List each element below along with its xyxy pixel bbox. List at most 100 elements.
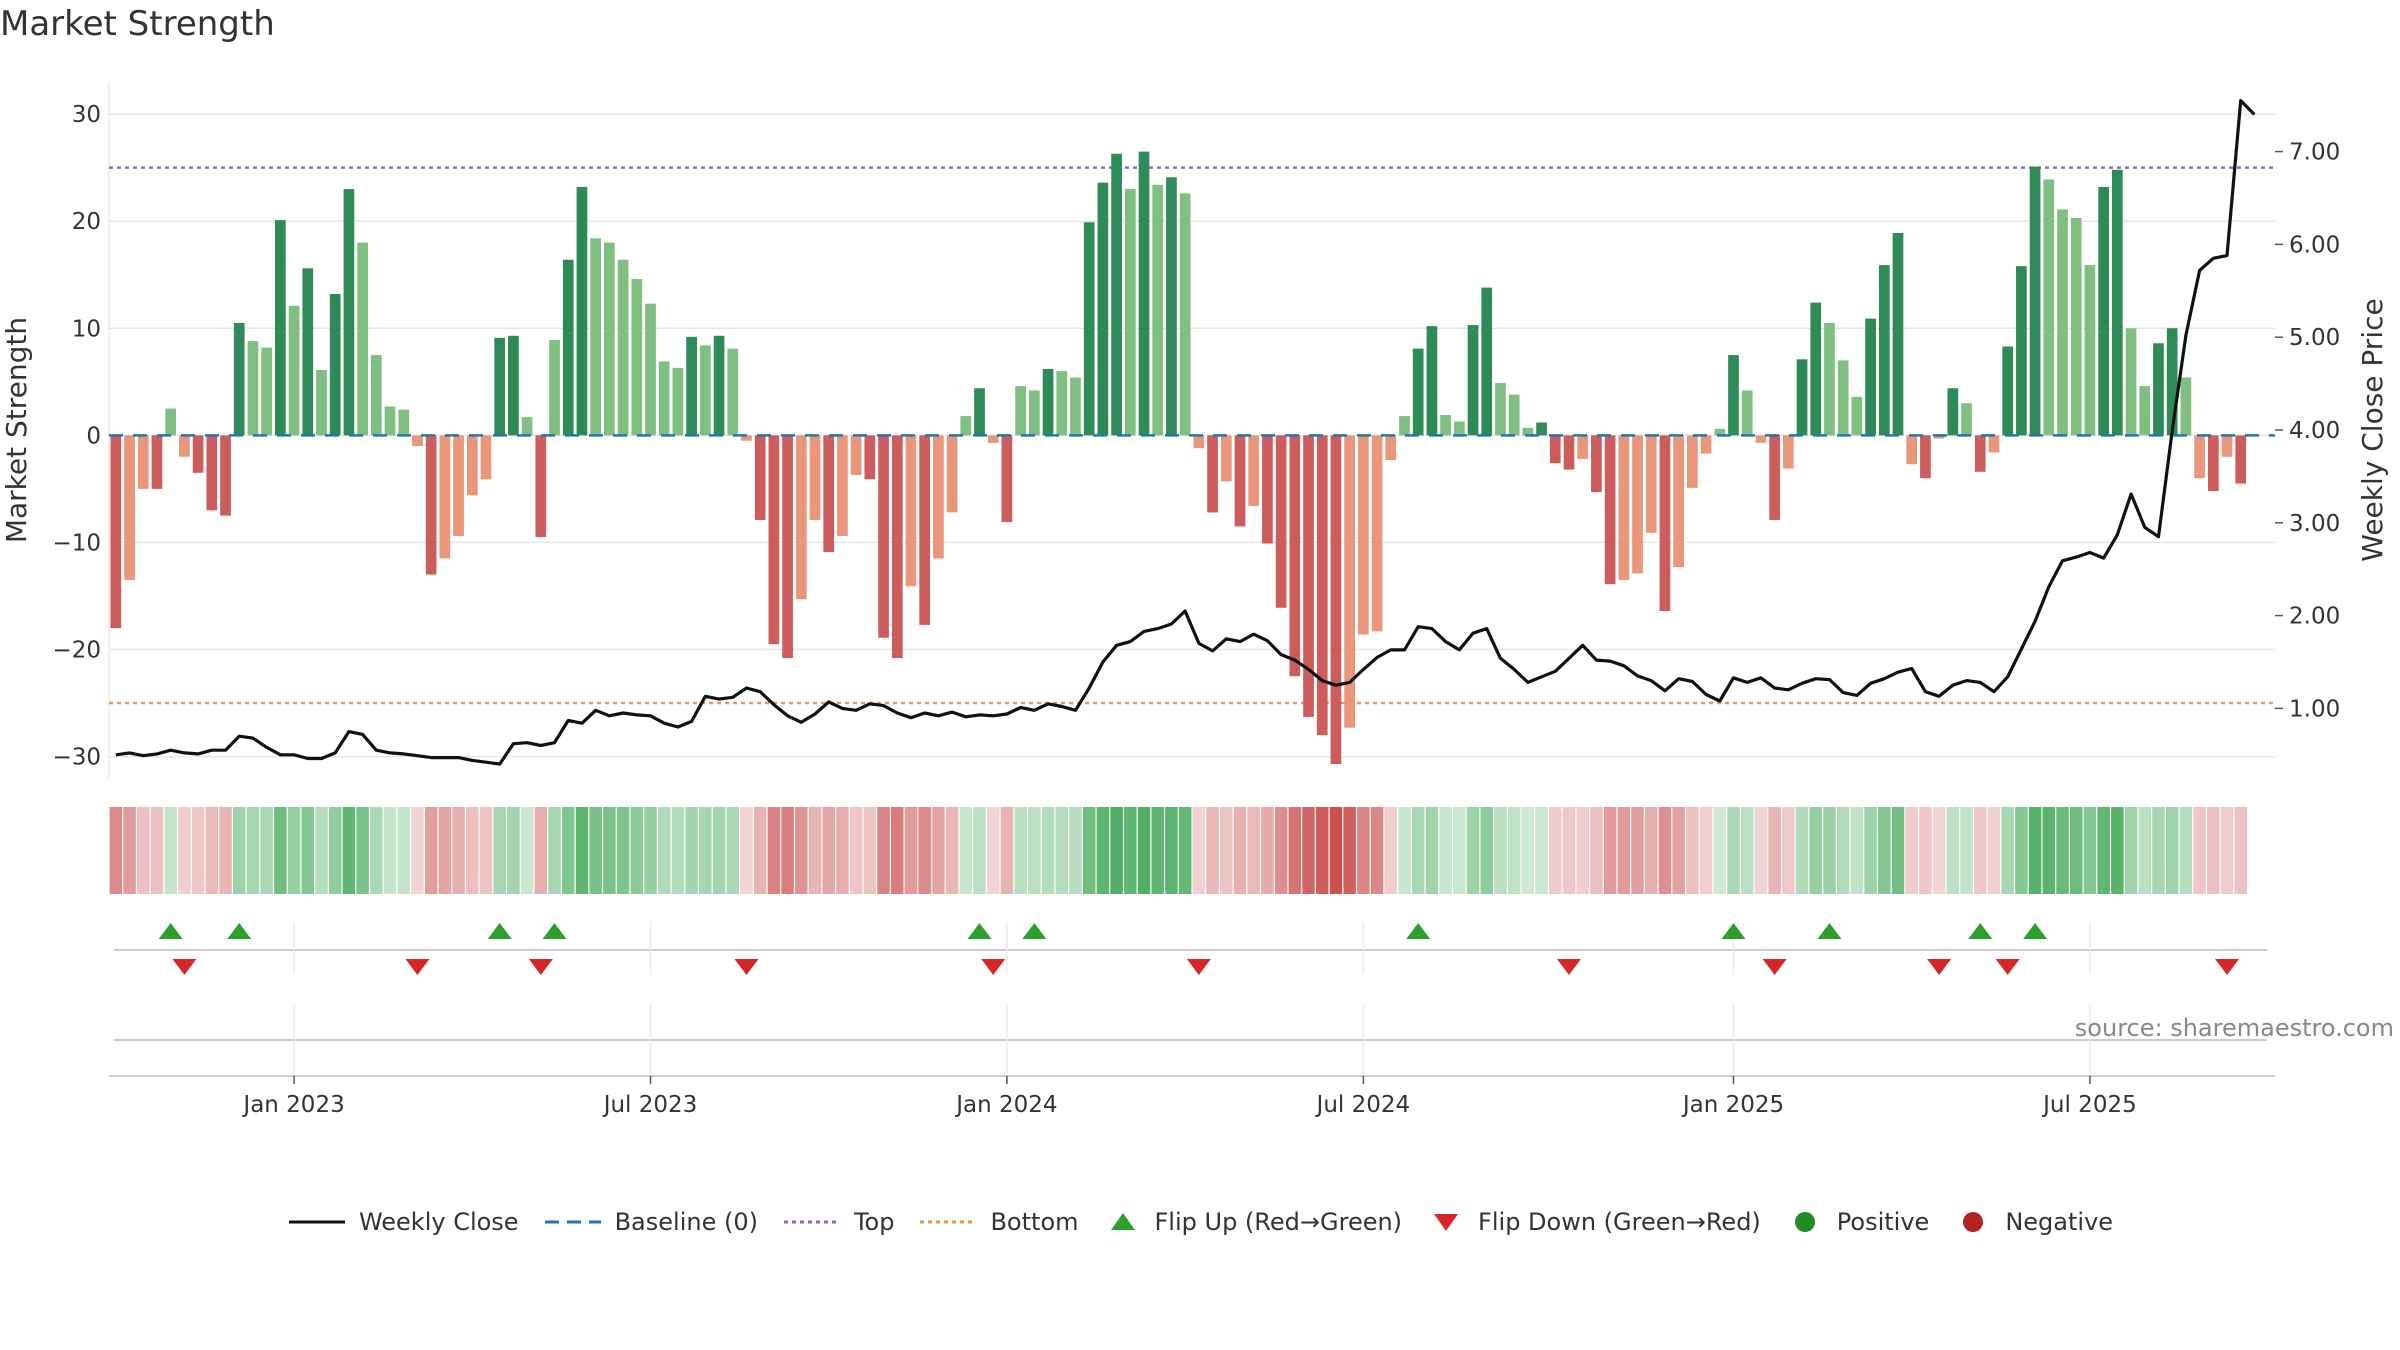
heat-cell xyxy=(1206,807,1219,894)
strength-bar xyxy=(1234,435,1246,527)
strength-bar xyxy=(110,435,122,629)
circle-icon xyxy=(1963,1212,1984,1232)
heat-cell xyxy=(2015,807,2028,894)
strength-bar xyxy=(1687,435,1698,488)
strength-bar xyxy=(960,416,972,436)
weekly-close-series xyxy=(115,98,2256,766)
legend-item-weekly-close: Weekly Close xyxy=(287,1208,519,1236)
heat-cell xyxy=(1932,807,1946,894)
heat-cell xyxy=(1261,807,1274,894)
heat-cell xyxy=(1302,807,1315,894)
heat-cell xyxy=(2001,807,2014,894)
heat-cell xyxy=(1288,807,1302,894)
legend-item-top: Top xyxy=(782,1208,894,1236)
heat-cell xyxy=(1096,807,1110,894)
legend: Weekly Close Baseline (0) Top Bottom Fli… xyxy=(0,1208,2400,1236)
strength-bar xyxy=(521,417,533,436)
strength-bar xyxy=(1769,435,1780,520)
strength-bar xyxy=(1508,394,1520,436)
strength-bar xyxy=(878,435,889,638)
flip-up-marker xyxy=(1406,923,1431,939)
heat-cell xyxy=(1247,807,1260,894)
heat-cell xyxy=(411,807,424,894)
heat-cell xyxy=(2083,807,2097,894)
strength-bar xyxy=(2180,377,2192,436)
strength-bar xyxy=(823,435,835,553)
y2-tick-label: 2.00 xyxy=(2289,604,2340,630)
heat-cell xyxy=(1795,807,1809,894)
legend-label: Flip Up (Red→Green) xyxy=(1154,1208,1403,1236)
strength-bar xyxy=(837,435,848,537)
y-tick-label: −20 xyxy=(52,638,101,664)
heat-cell xyxy=(219,807,232,894)
heat-cell xyxy=(2028,807,2042,894)
strength-bar xyxy=(1330,435,1342,765)
strength-bar xyxy=(604,242,615,436)
strength-bar xyxy=(672,367,684,436)
heat-cell xyxy=(904,807,918,894)
strength-bar xyxy=(1316,435,1328,736)
strength-bar xyxy=(974,388,985,436)
heat-cell xyxy=(1686,807,1699,894)
strength-bar xyxy=(2235,435,2247,484)
y2-tick-label: 7.00 xyxy=(2289,140,2340,166)
x-tick-label: Jan 2025 xyxy=(1681,1092,1784,1118)
strength-bar xyxy=(1056,371,1068,436)
strength-bar xyxy=(2139,386,2151,436)
heat-cell xyxy=(466,807,479,894)
heat-cell xyxy=(1535,807,1548,894)
y2-tick-label: 4.00 xyxy=(2289,418,2340,444)
flip-up-marker xyxy=(487,923,512,939)
strength-bar xyxy=(1604,435,1616,585)
heat-cell xyxy=(1439,807,1452,894)
heat-cell xyxy=(753,807,767,894)
strength-bar xyxy=(2070,217,2082,436)
heat-cell xyxy=(1946,807,1960,894)
flip-down-marker xyxy=(405,959,430,975)
strength-bar xyxy=(1453,421,1465,436)
triangle-up-icon xyxy=(1110,1213,1135,1230)
flip-down-marker xyxy=(1927,959,1952,975)
y-tick-label: 0 xyxy=(86,423,101,449)
heat-cell xyxy=(1069,807,1082,894)
heat-cell xyxy=(1137,807,1151,894)
strength-bar xyxy=(2194,435,2205,479)
flip-down-marker xyxy=(1995,959,2020,975)
strength-bar xyxy=(1001,435,1013,523)
legend-item-bottom: Bottom xyxy=(918,1208,1079,1236)
heat-cell xyxy=(616,807,630,894)
heat-cell xyxy=(630,807,644,894)
heat-cell xyxy=(836,807,849,894)
strength-bar xyxy=(1358,435,1369,635)
strength-bar xyxy=(1124,189,1136,436)
strength-bar xyxy=(713,335,725,436)
heat-cell xyxy=(424,807,438,894)
strength-bar xyxy=(466,435,478,496)
strength-bar xyxy=(1371,435,1383,632)
legend-label: Negative xyxy=(2005,1208,2114,1236)
strength-bar xyxy=(1303,435,1314,717)
strength-bar xyxy=(316,370,327,436)
heat-cell xyxy=(178,807,191,894)
heat-cell xyxy=(315,807,328,894)
strength-bar xyxy=(2043,179,2055,436)
heat-cell xyxy=(863,807,877,894)
heat-cell xyxy=(1329,807,1343,894)
heat-cell xyxy=(1768,807,1781,894)
heat-cell xyxy=(1521,807,1535,894)
strength-bar xyxy=(1042,368,1054,436)
strength-bar xyxy=(1961,403,1972,436)
strength-bar xyxy=(754,435,766,520)
legend-item-flip-up: Flip Up (Red→Green) xyxy=(1103,1208,1403,1236)
strength-bar xyxy=(453,435,464,537)
heat-cell xyxy=(191,807,205,894)
strength-bar xyxy=(1070,377,1081,436)
heat-cell xyxy=(370,807,383,894)
strength-bar xyxy=(124,435,135,580)
heat-cell xyxy=(1974,807,1987,894)
strength-bar xyxy=(1138,151,1150,436)
heat-cell xyxy=(1000,807,1014,894)
y-tick-label: −30 xyxy=(52,745,101,771)
y2-axis-title: Weekly Close Price xyxy=(2356,298,2389,561)
heat-cell xyxy=(383,807,397,894)
